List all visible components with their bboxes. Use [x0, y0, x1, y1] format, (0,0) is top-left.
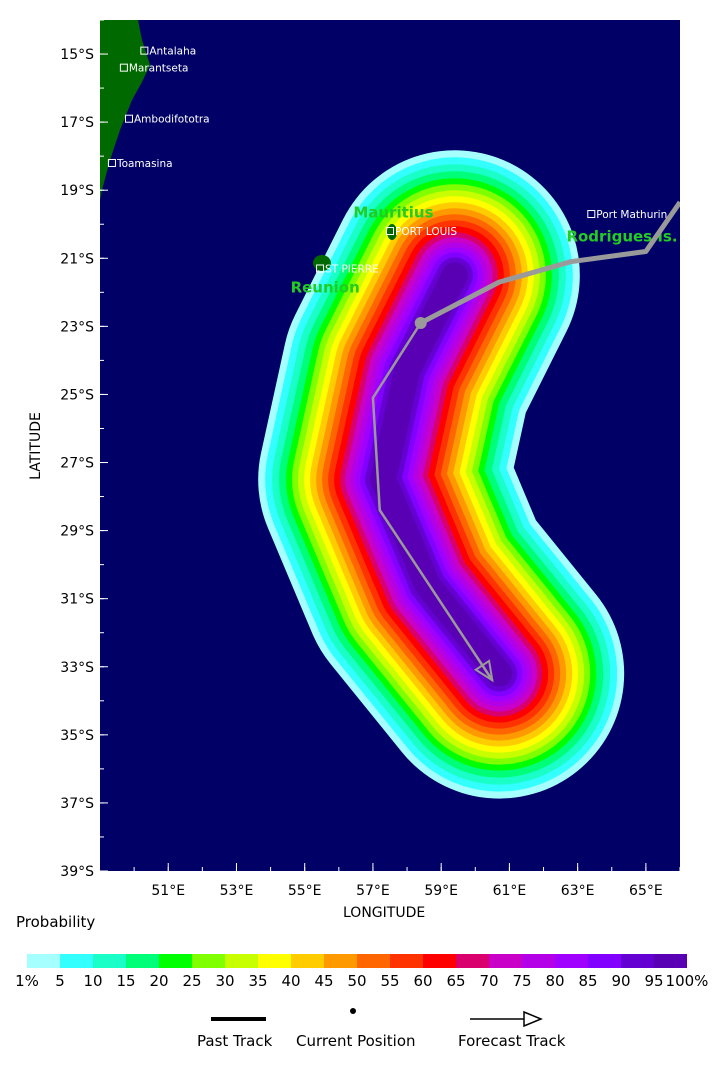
colorbar-label: 45 — [314, 972, 334, 990]
forecast-track-line — [371, 322, 494, 682]
probability-map: Antalaha Marantseta Ambodifototra Toamasina… — [60, 19, 681, 899]
y-tick-label: 37°S — [60, 796, 94, 812]
place-label: Marantseta — [129, 63, 189, 75]
colorbar-label: 90 — [611, 972, 631, 990]
colorbar-label: 70 — [479, 972, 499, 990]
place-label: Antalaha — [149, 46, 196, 58]
x-tick-label: 59°E — [424, 883, 458, 899]
colorbar-segment — [489, 954, 522, 968]
colorbar-segment — [159, 954, 192, 968]
y-tick-label: 17°S — [60, 115, 94, 131]
colorbar-label: 20 — [149, 972, 169, 990]
colorbar-label: 85 — [578, 972, 598, 990]
past-track-line — [419, 200, 680, 326]
y-tick-label: 25°S — [60, 387, 94, 403]
x-tick-label: 63°E — [561, 883, 595, 899]
current-position-symbol — [350, 1008, 356, 1014]
y-tick-label: 31°S — [60, 592, 94, 608]
colorbar-label: 75 — [512, 972, 532, 990]
colorbar-segment — [357, 954, 390, 968]
place-label: PORT LOUIS — [395, 226, 457, 238]
colorbar-segment — [654, 954, 687, 968]
place-marker — [587, 210, 596, 219]
colorbar-label: 95 — [644, 972, 664, 990]
colorbar-label: 15 — [116, 972, 136, 990]
y-axis-title: LATITUDE — [28, 412, 44, 480]
forecast-track-symbol-arrow — [523, 1010, 543, 1028]
legend-past-track-label: Past Track — [197, 1032, 273, 1050]
probability-title: Probability — [16, 913, 96, 931]
forecast-arrowhead — [473, 659, 494, 683]
x-tick-label: 51°E — [151, 883, 185, 899]
colorbar-label: 100% — [665, 972, 709, 990]
colorbar-segment — [291, 954, 324, 968]
probability-band-95 — [370, 262, 513, 687]
colorbar-label: 50 — [347, 972, 367, 990]
legend-forecast-track-label: Forecast Track — [458, 1032, 566, 1050]
y-tick-label: 33°S — [60, 660, 94, 676]
place-marker — [386, 227, 394, 236]
y-tick-label: 21°S — [60, 251, 94, 267]
probability-swath — [258, 150, 625, 799]
y-tick-label: 19°S — [60, 183, 94, 199]
region-label: Mauritius — [353, 203, 433, 221]
x-axis-title: LONGITUDE — [343, 905, 426, 921]
colorbar-segment — [456, 954, 489, 968]
region-label: Rodrigues Is. — [566, 227, 677, 245]
colorbar-segment — [93, 954, 126, 968]
colorbar-labels: 1% 5 10 15 20 25 30 35 40 45 50 55 60 65 70 75 80 85 90 95 1… — [0, 972, 720, 992]
x-tick-label: 57°E — [356, 883, 390, 899]
probability-colorbar — [27, 954, 687, 968]
y-tick-label: 35°S — [60, 728, 94, 744]
y-tick-label: 27°S — [60, 456, 94, 472]
madagascar-landmass — [100, 20, 150, 200]
place-label: ST PIERRE — [325, 263, 379, 275]
colorbar-segment — [258, 954, 291, 968]
colorbar-segment — [126, 954, 159, 968]
place-marker — [119, 63, 128, 72]
colorbar-label: 30 — [215, 972, 235, 990]
colorbar-label: 80 — [545, 972, 565, 990]
colorbar-label: 55 — [380, 972, 400, 990]
colorbar-label: 25 — [182, 972, 202, 990]
place-label: Ambodifototra — [134, 114, 210, 126]
x-tick-label: 65°E — [629, 883, 663, 899]
colorbar-segment — [192, 954, 225, 968]
y-tick-label: 23°S — [60, 319, 94, 335]
y-tick-label: 29°S — [60, 524, 94, 540]
colorbar-label: 65 — [446, 972, 466, 990]
reunion-island — [313, 255, 331, 271]
place-label: Toamasina — [116, 158, 173, 170]
colorbar-label: 40 — [281, 972, 301, 990]
x-tick-label: 53°E — [220, 883, 254, 899]
place-label: Port Mathurin — [596, 209, 667, 221]
colorbar-segment — [225, 954, 258, 968]
colorbar-segment — [588, 954, 621, 968]
colorbar-segment — [324, 954, 357, 968]
track-legend: Past Track Current Position Forecast Tra… — [0, 1000, 720, 1060]
colorbar-label: 60 — [413, 972, 433, 990]
place-marker — [107, 158, 116, 167]
colorbar-segment — [27, 954, 60, 968]
place-marker — [316, 264, 325, 273]
colorbar-segment — [522, 954, 555, 968]
place-marker — [125, 114, 133, 123]
colorbar-label: 1% — [15, 972, 39, 990]
region-label: Reunion — [291, 278, 360, 296]
y-tick-label: 15°S — [60, 47, 94, 63]
colorbar-segment — [390, 954, 423, 968]
x-tick-label: 55°E — [288, 883, 322, 899]
colorbar-segment — [555, 954, 588, 968]
current-position-marker — [414, 316, 427, 329]
colorbar-label: 5 — [55, 972, 65, 990]
x-tick-label: 61°E — [493, 883, 527, 899]
colorbar-segment — [423, 954, 456, 968]
y-tick-label: 39°S — [60, 864, 94, 880]
colorbar-segment — [60, 954, 93, 968]
colorbar-label: 10 — [83, 972, 103, 990]
colorbar-segment — [621, 954, 654, 968]
legend-current-position-label: Current Position — [296, 1032, 416, 1050]
place-marker — [140, 46, 149, 55]
colorbar-label: 35 — [248, 972, 268, 990]
